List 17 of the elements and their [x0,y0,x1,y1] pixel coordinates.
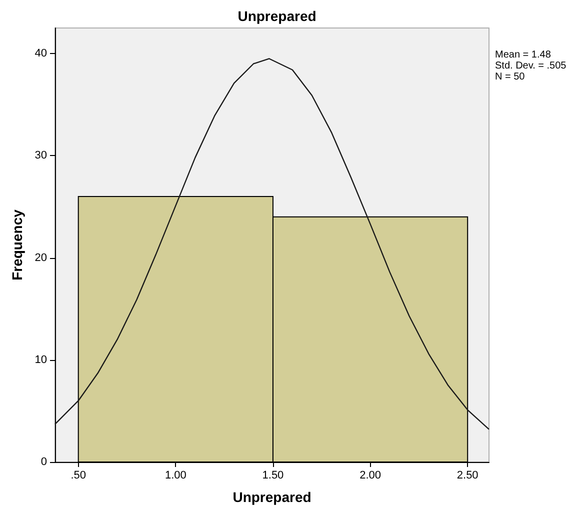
text: N = 50 [495,72,526,82]
y-axis-title: Frequency [8,209,25,280]
y-tick-label: 40 [34,48,47,60]
x-tick-label: 1.50 [262,470,284,482]
line-series [54,58,490,430]
y-tick-label: 30 [34,150,47,162]
x-axis-title: Unprepared [232,489,312,505]
text: Mean = 1.48 [495,50,552,60]
y-tick-label: 10 [34,354,47,366]
y-tick-label: 0 [40,456,47,468]
x-tick-label: .50 [70,470,86,482]
text: Std. Dev. = .505 [495,60,567,72]
chart-title: Unprepared [238,8,316,24]
y-tick-label: 20 [34,252,47,264]
x-tick-label: 2.50 [456,470,478,482]
x-tick-label: 2.00 [360,470,381,482]
x-tick-label: 1.00 [164,470,186,482]
